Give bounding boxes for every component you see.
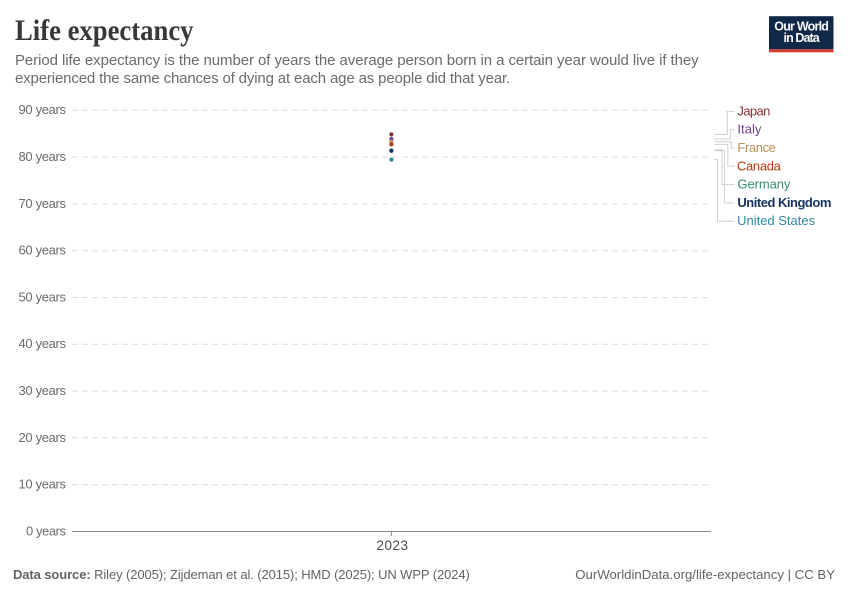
- svg-text:20 years: 20 years: [19, 430, 67, 445]
- svg-text:United Kingdom: United Kingdom: [737, 195, 831, 210]
- svg-text:in Data: in Data: [784, 31, 821, 45]
- svg-text:Canada: Canada: [737, 158, 782, 173]
- svg-text:10 years: 10 years: [19, 477, 67, 492]
- svg-text:Our World: Our World: [774, 20, 829, 34]
- svg-text:0 years: 0 years: [26, 523, 67, 538]
- svg-text:30 years: 30 years: [19, 383, 67, 398]
- svg-text:50 years: 50 years: [19, 289, 67, 304]
- svg-text:70 years: 70 years: [19, 196, 67, 211]
- svg-text:Germany: Germany: [737, 177, 791, 192]
- svg-text:90 years: 90 years: [19, 102, 67, 117]
- svg-text:Japan: Japan: [737, 103, 770, 118]
- svg-text:60 years: 60 years: [19, 243, 67, 258]
- svg-text:2023: 2023: [377, 538, 409, 553]
- svg-text:France: France: [737, 140, 776, 155]
- svg-text:40 years: 40 years: [19, 336, 67, 351]
- svg-text:Italy: Italy: [737, 122, 762, 137]
- svg-text:United States: United States: [737, 213, 816, 228]
- svg-text:80 years: 80 years: [19, 149, 67, 164]
